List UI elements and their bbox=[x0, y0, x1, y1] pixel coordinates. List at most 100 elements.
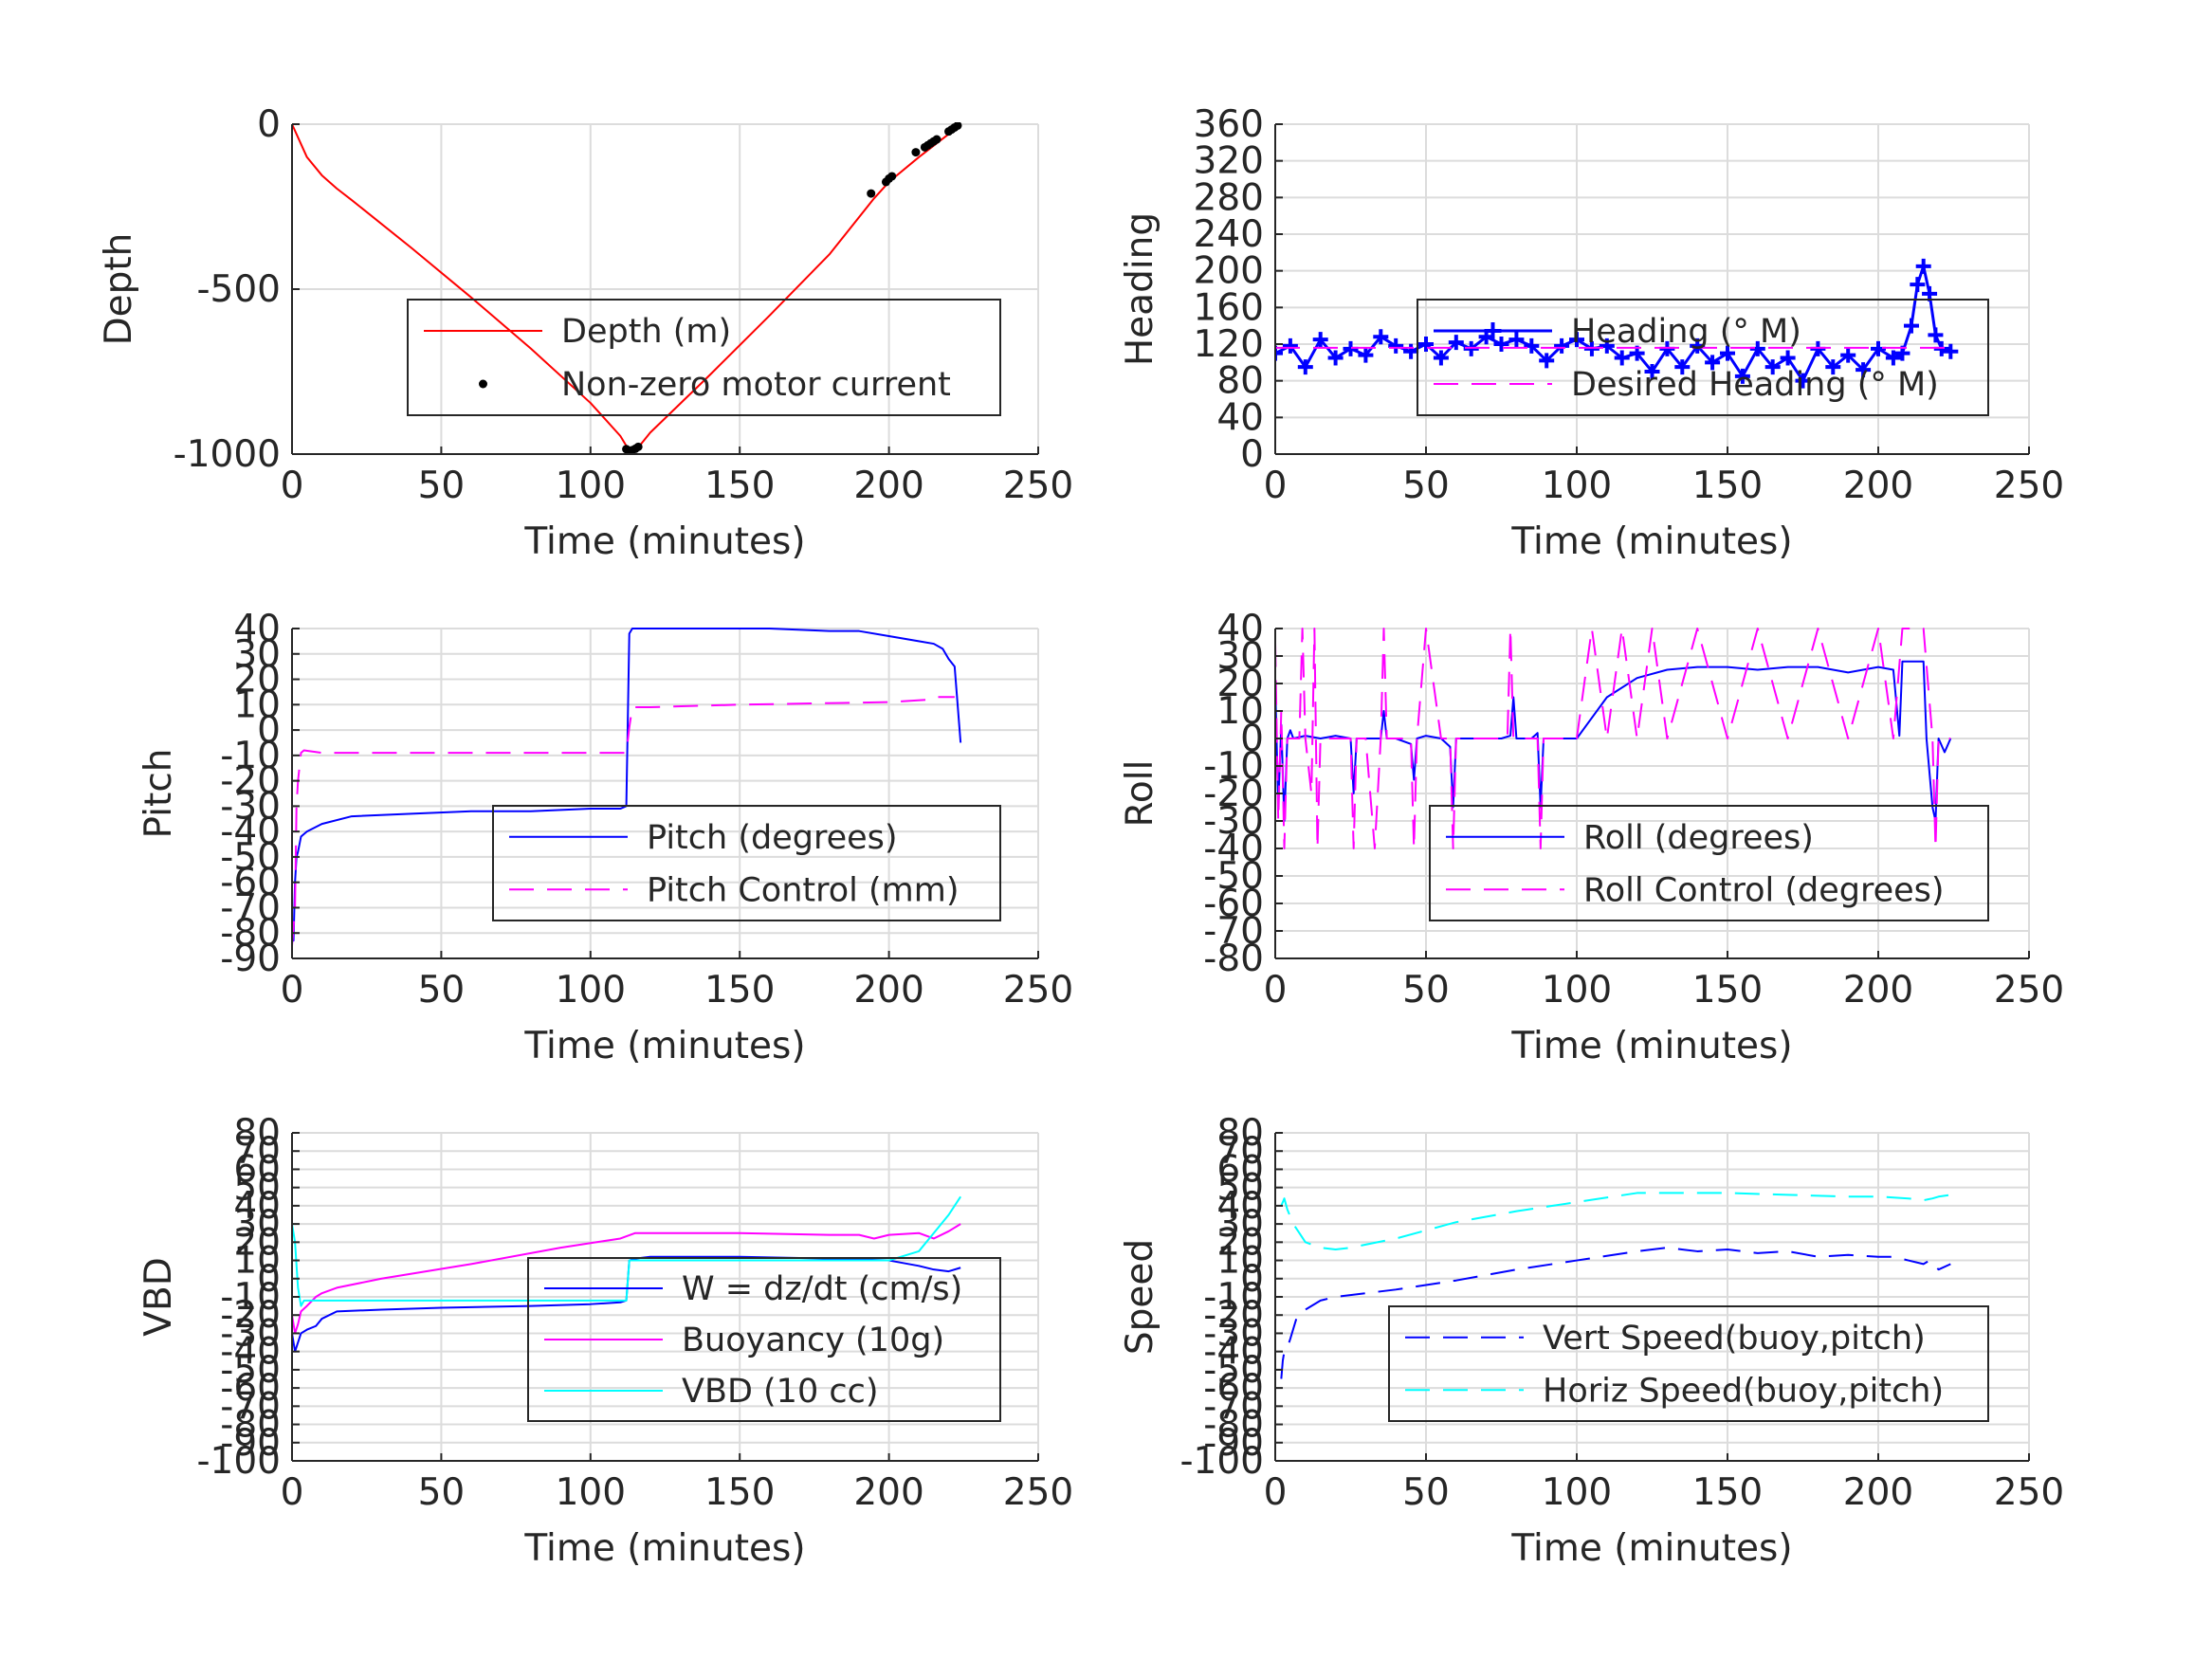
y-tick-label: -20 bbox=[220, 760, 281, 803]
y-axis-label: Depth bbox=[98, 233, 140, 346]
y-tick-label: 0 bbox=[1240, 433, 1264, 476]
data-point bbox=[1418, 337, 1434, 352]
x-axis-label: Time (minutes) bbox=[523, 1527, 805, 1570]
y-tick-label: 20 bbox=[1216, 1221, 1264, 1264]
plot-area bbox=[1275, 124, 2029, 454]
legend-label: VBD (10 cc) bbox=[682, 1373, 879, 1411]
series-group bbox=[1275, 628, 1952, 849]
y-tick-label: 360 bbox=[1194, 103, 1264, 146]
data-point bbox=[1795, 373, 1811, 389]
y-tick-label: 240 bbox=[1194, 213, 1264, 256]
x-tick-label: 150 bbox=[1692, 1471, 1763, 1514]
y-tick-label: 40 bbox=[1216, 396, 1264, 439]
legend-label: Non-zero motor current bbox=[561, 366, 951, 404]
x-tick-label: 100 bbox=[556, 1471, 626, 1514]
y-tick-label: -10 bbox=[220, 735, 281, 777]
y-tick-label: 80 bbox=[233, 1112, 281, 1155]
x-tick-label: 250 bbox=[1003, 1471, 1073, 1514]
y-axis-label: Speed bbox=[1119, 1239, 1161, 1355]
data-point bbox=[1493, 337, 1509, 352]
y-tick-label: -80 bbox=[220, 912, 281, 955]
legend-label: Pitch (degrees) bbox=[647, 819, 898, 857]
y-tick-label: -40 bbox=[1203, 828, 1264, 870]
panel-pitch: 0 50 100 150 200 250403020100-10-20-30-40-50-… bbox=[137, 608, 1073, 1067]
y-tick-label: 0 bbox=[1240, 718, 1264, 760]
y-tick-label: 40 bbox=[233, 608, 281, 650]
legend-label: W = dz/dt (cm/s) bbox=[682, 1270, 962, 1308]
y-tick-label: -60 bbox=[220, 1367, 281, 1410]
x-tick-label: 150 bbox=[704, 465, 775, 507]
y-tick-label: 40 bbox=[1216, 1185, 1264, 1228]
data-point bbox=[1554, 337, 1570, 354]
legend-label: Roll (degrees) bbox=[1583, 819, 1814, 857]
series-group bbox=[292, 122, 962, 456]
y-tick-label: -50 bbox=[1203, 855, 1264, 898]
panel-speed: 0 50 100 150 200 25080706050403020100-10-20-3… bbox=[1119, 1112, 2064, 1570]
series-line bbox=[1275, 628, 1951, 849]
series-line bbox=[1280, 1247, 1951, 1379]
x-tick-label: 0 bbox=[1264, 1471, 1288, 1514]
data-point bbox=[1373, 329, 1389, 345]
x-tick-label: 0 bbox=[1264, 465, 1288, 507]
x-tick-label: 100 bbox=[1542, 1471, 1612, 1514]
y-axis-label: Pitch bbox=[137, 749, 180, 839]
data-point bbox=[1943, 343, 1959, 359]
y-tick-label: 50 bbox=[1216, 1167, 1264, 1210]
y-tick-label: -100 bbox=[1179, 1440, 1264, 1483]
y-tick-label: -90 bbox=[1203, 1422, 1264, 1465]
panel-depth: 0 50 100 150 200 250 0 -500 -1000 Time (minutes) D… bbox=[98, 103, 1073, 563]
x-tick-label: 0 bbox=[281, 1471, 304, 1514]
data-point bbox=[1448, 335, 1464, 351]
y-tick-label: 10 bbox=[233, 1240, 281, 1283]
series-group bbox=[1280, 1192, 1951, 1379]
y-axis-label: Heading bbox=[1119, 212, 1161, 366]
series-line bbox=[292, 1255, 961, 1353]
y-tick-label: -60 bbox=[1203, 1367, 1264, 1410]
y-tick-label: -70 bbox=[220, 886, 281, 929]
legend-marker bbox=[1484, 322, 1502, 339]
legend-marker bbox=[479, 379, 487, 389]
y-tick-label: 30 bbox=[1216, 1203, 1264, 1246]
x-tick-label: 250 bbox=[1994, 969, 2064, 1012]
x-tick-label: 50 bbox=[418, 969, 466, 1012]
x-tick-label: 200 bbox=[1843, 465, 1913, 507]
data-point bbox=[1690, 337, 1706, 354]
data-point bbox=[1910, 277, 1926, 293]
y-tick-label: 80 bbox=[1216, 360, 1264, 403]
data-point bbox=[953, 122, 962, 130]
y-tick-label: -100 bbox=[196, 1440, 281, 1483]
panel-heading: 0 50 100 150 200 2500408012016020024028032036… bbox=[1119, 103, 2064, 563]
y-tick-label: 40 bbox=[1216, 608, 1264, 650]
y-axis-label: VBD bbox=[137, 1257, 180, 1336]
x-tick-label: 0 bbox=[281, 465, 304, 507]
y-tick-label: 10 bbox=[1216, 1240, 1264, 1283]
legend-label: Depth (m) bbox=[561, 313, 731, 351]
data-point bbox=[1720, 345, 1735, 361]
legend-label: Horiz Speed(buoy,pitch) bbox=[1543, 1372, 1944, 1410]
y-tick-label: -40 bbox=[1203, 1331, 1264, 1374]
legend: Roll (degrees) Roll Control (degrees) bbox=[1429, 805, 1989, 921]
data-point bbox=[1825, 359, 1841, 375]
x-tick-label: 250 bbox=[1003, 465, 1073, 507]
data-point bbox=[1614, 350, 1630, 366]
y-tick-label: -70 bbox=[220, 1385, 281, 1428]
y-tick-label: 20 bbox=[233, 659, 281, 702]
data-point bbox=[1327, 350, 1344, 366]
x-tick-label: 100 bbox=[556, 969, 626, 1012]
legend-label: Vert Speed(buoy,pitch) bbox=[1543, 1320, 1926, 1358]
legend-label: Heading (° M) bbox=[1571, 313, 1801, 351]
legend-box bbox=[407, 299, 1001, 416]
y-tick-label: 0 bbox=[1240, 1258, 1264, 1301]
series-group bbox=[292, 1195, 961, 1353]
y-tick-label: 10 bbox=[1216, 690, 1264, 733]
data-point bbox=[1734, 368, 1750, 384]
y-tick-label: 50 bbox=[233, 1167, 281, 1210]
x-tick-label: 50 bbox=[1402, 465, 1450, 507]
y-tick-label: -90 bbox=[220, 1422, 281, 1465]
data-point bbox=[1903, 318, 1919, 334]
y-tick-label: 280 bbox=[1194, 176, 1264, 219]
data-point bbox=[1764, 359, 1781, 375]
data-point bbox=[1705, 355, 1721, 371]
y-tick-label: -30 bbox=[220, 785, 281, 828]
legend-box bbox=[492, 805, 1001, 921]
